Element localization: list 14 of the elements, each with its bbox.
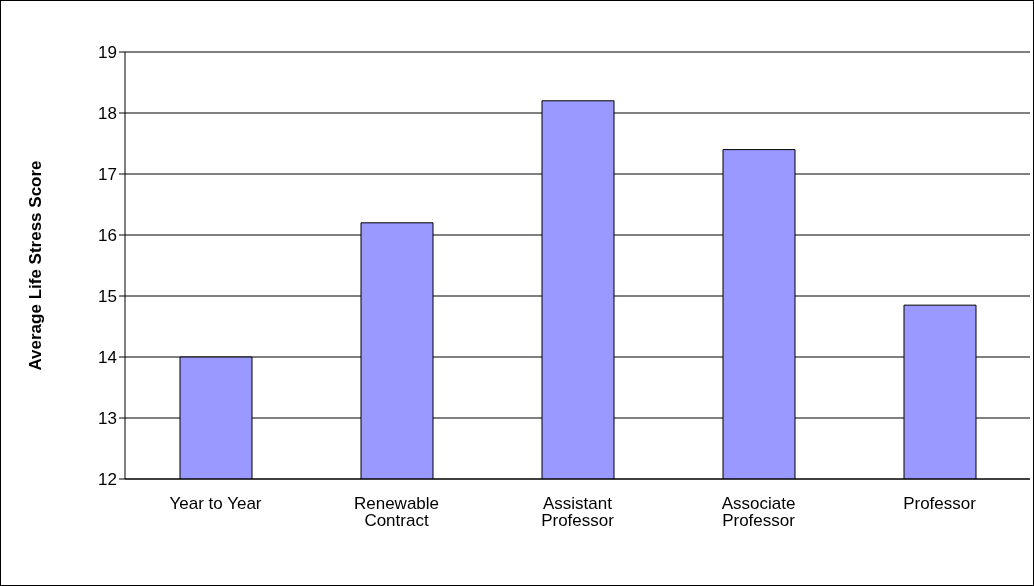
y-tick-label: 19 bbox=[98, 43, 117, 63]
y-tick-label: 12 bbox=[98, 470, 117, 490]
y-tick-label: 15 bbox=[98, 287, 117, 307]
x-tick-label: Year to Year bbox=[169, 494, 262, 514]
y-tick-label: 18 bbox=[98, 104, 117, 124]
y-tick-label: 16 bbox=[98, 226, 117, 246]
x-tick-label: Assistant Professor bbox=[541, 494, 615, 531]
y-tick-label: 17 bbox=[98, 165, 117, 185]
y-tick-label: 13 bbox=[98, 409, 117, 429]
x-tick-label: Renewable Contract bbox=[353, 494, 440, 531]
x-tick-label: Associate Professor bbox=[721, 494, 796, 531]
y-axis-title: Average Life Stress Score bbox=[26, 160, 46, 371]
y-tick-label: 14 bbox=[98, 348, 117, 368]
x-tick-label: Professor bbox=[903, 494, 977, 514]
